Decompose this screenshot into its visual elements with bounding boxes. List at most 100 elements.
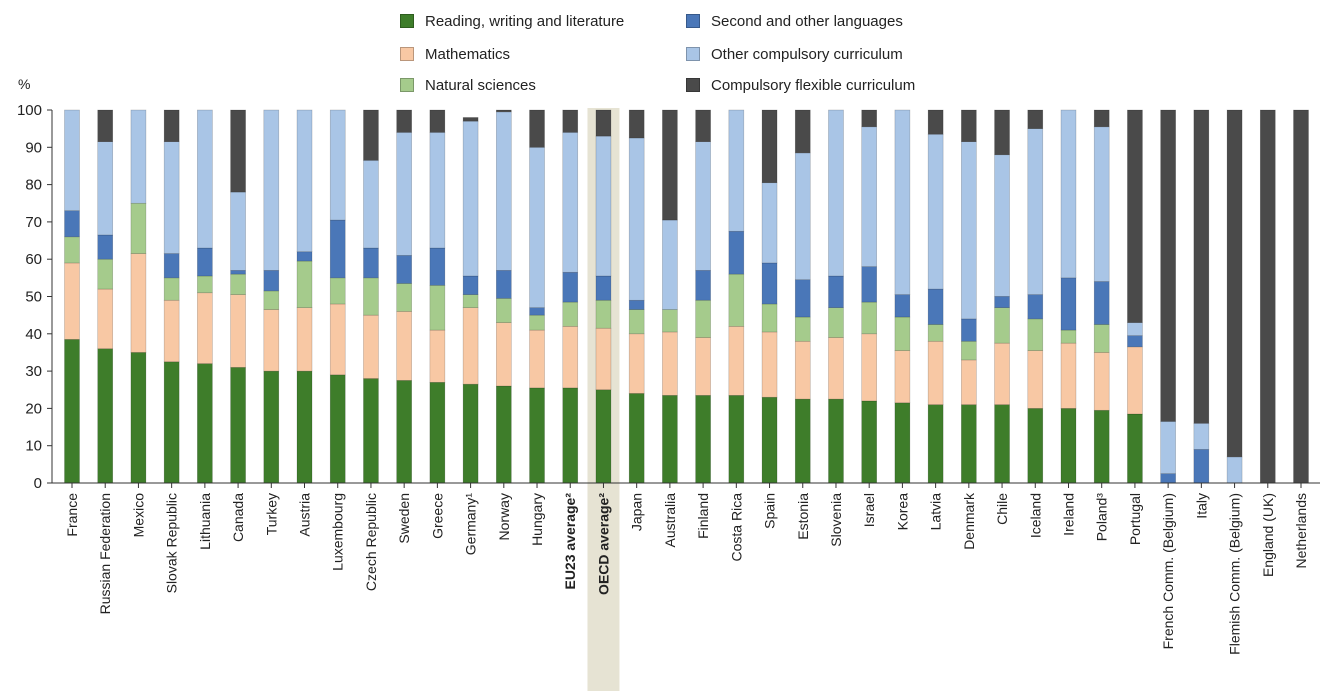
- bar-segment-3: [64, 210, 80, 238]
- bar-segment-4: [1060, 109, 1077, 279]
- legend-label-second-languages: Second and other languages: [711, 12, 903, 30]
- bar-segment-1: [462, 307, 479, 385]
- y-tick-label: 60: [25, 251, 42, 268]
- bar-segment-1: [994, 342, 1010, 405]
- bar-segment-4: [695, 141, 711, 271]
- bar-segment-5: [163, 109, 180, 143]
- x-category-label: Luxembourg: [330, 493, 346, 571]
- x-category-label: Netherlands: [1293, 493, 1309, 569]
- bar-segment-3: [529, 307, 545, 316]
- bar-segment-0: [263, 370, 280, 484]
- bar-segment-1: [130, 253, 147, 353]
- bar-segment-0: [562, 387, 579, 484]
- bar-segment-1: [396, 311, 412, 381]
- bar-segment-4: [562, 132, 579, 273]
- bar-segment-4: [230, 191, 246, 271]
- legend-item-reading: Reading, writing and literature: [400, 11, 624, 31]
- bar-segment-5: [662, 109, 678, 221]
- bar-segment-2: [230, 273, 246, 295]
- bar-segment-3: [1027, 294, 1044, 320]
- x-category-label: Russian Federation: [97, 493, 113, 614]
- bar-segment-0: [828, 398, 844, 484]
- bar-segment-5: [496, 109, 512, 113]
- bar-segment-4: [994, 154, 1010, 297]
- bar-segment-3: [462, 275, 479, 295]
- x-category-label: Slovak Republic: [164, 493, 180, 593]
- bar-segment-2: [695, 299, 711, 338]
- bar-segment-5: [529, 109, 545, 148]
- bar-segment-5: [695, 109, 711, 143]
- legend-swatch-reading: [400, 14, 414, 28]
- bar-segment-1: [230, 294, 246, 368]
- bar-segment-3: [927, 288, 944, 325]
- bar-segment-2: [1060, 329, 1077, 344]
- y-tick-label: 70: [25, 214, 42, 231]
- bar-segment-4: [728, 109, 745, 232]
- legend-label-other-compulsory: Other compulsory curriculum: [711, 45, 903, 63]
- bar-segment-1: [363, 314, 379, 379]
- bar-segment-1: [861, 333, 877, 402]
- bar-segment-3: [695, 270, 711, 301]
- bar-segment-4: [927, 133, 944, 290]
- bar-segment-3: [1160, 473, 1176, 484]
- bar-segment-3: [363, 247, 379, 279]
- bar-segment-3: [828, 275, 844, 308]
- bar-segment-0: [994, 404, 1010, 484]
- bar-segment-4: [1127, 322, 1143, 336]
- bar-segment-2: [861, 301, 877, 335]
- bar-segment-3: [1193, 449, 1210, 484]
- x-category-label: Slovenia: [828, 493, 844, 547]
- legend-item-flexible: Compulsory flexible curriculum: [686, 75, 915, 95]
- bar-segment-3: [429, 247, 446, 286]
- x-category-label: England (UK): [1260, 493, 1276, 577]
- x-category-label: Austria: [297, 493, 313, 537]
- bar-segment-2: [296, 260, 313, 308]
- bar-segment-1: [64, 262, 80, 340]
- bar-segment-0: [163, 361, 180, 484]
- x-category-label: Italy: [1193, 493, 1209, 519]
- bar-segment-4: [1193, 423, 1210, 450]
- legend-label-reading: Reading, writing and literature: [425, 12, 625, 30]
- bar-segment-1: [761, 331, 778, 398]
- bar-segment-2: [562, 301, 579, 327]
- x-category-label: French Comm. (Belgium): [1160, 493, 1176, 649]
- bar-segment-0: [529, 387, 545, 484]
- bar-segment-1: [595, 327, 612, 391]
- bar-segment-4: [961, 141, 977, 320]
- bar-segment-4: [329, 109, 346, 221]
- bar-segment-4: [662, 219, 678, 310]
- bar-segment-2: [761, 303, 778, 333]
- legend-swatch-natural-sciences: [400, 78, 414, 92]
- bar-segment-1: [828, 337, 844, 400]
- bar-segment-1: [496, 322, 512, 387]
- bar-segment-0: [861, 400, 877, 484]
- bar-segment-3: [296, 251, 313, 262]
- bar-segment-4: [1160, 421, 1176, 474]
- bar-segment-5: [1027, 109, 1044, 129]
- bar-segment-1: [1127, 346, 1143, 415]
- bar-segment-2: [462, 294, 479, 308]
- bar-segment-4: [894, 109, 911, 295]
- bar-segment-1: [429, 329, 446, 383]
- bar-segment-0: [1093, 409, 1110, 484]
- bar-segment-4: [429, 132, 446, 249]
- bar-segment-2: [828, 307, 844, 338]
- bar-segment-4: [462, 120, 479, 277]
- bar-segment-4: [296, 109, 313, 253]
- bar-segment-0: [794, 398, 811, 484]
- bar-segment-5: [230, 109, 246, 193]
- y-tick-label: 100: [17, 102, 42, 119]
- bar-segment-0: [462, 383, 479, 484]
- bar-segment-2: [595, 299, 612, 329]
- x-category-label: Lithuania: [197, 493, 213, 550]
- bar-segment-5: [97, 109, 114, 143]
- legend-item-other-compulsory: Other compulsory curriculum: [686, 44, 903, 64]
- bar-segment-0: [961, 404, 977, 484]
- bar-segment-0: [761, 396, 778, 484]
- x-category-label: Denmark: [961, 492, 977, 550]
- bar-segment-4: [828, 109, 844, 277]
- bar-segment-4: [163, 141, 180, 254]
- x-category-label: Finland: [695, 493, 711, 539]
- bar-segment-4: [1027, 128, 1044, 295]
- bar-segment-1: [1060, 342, 1077, 409]
